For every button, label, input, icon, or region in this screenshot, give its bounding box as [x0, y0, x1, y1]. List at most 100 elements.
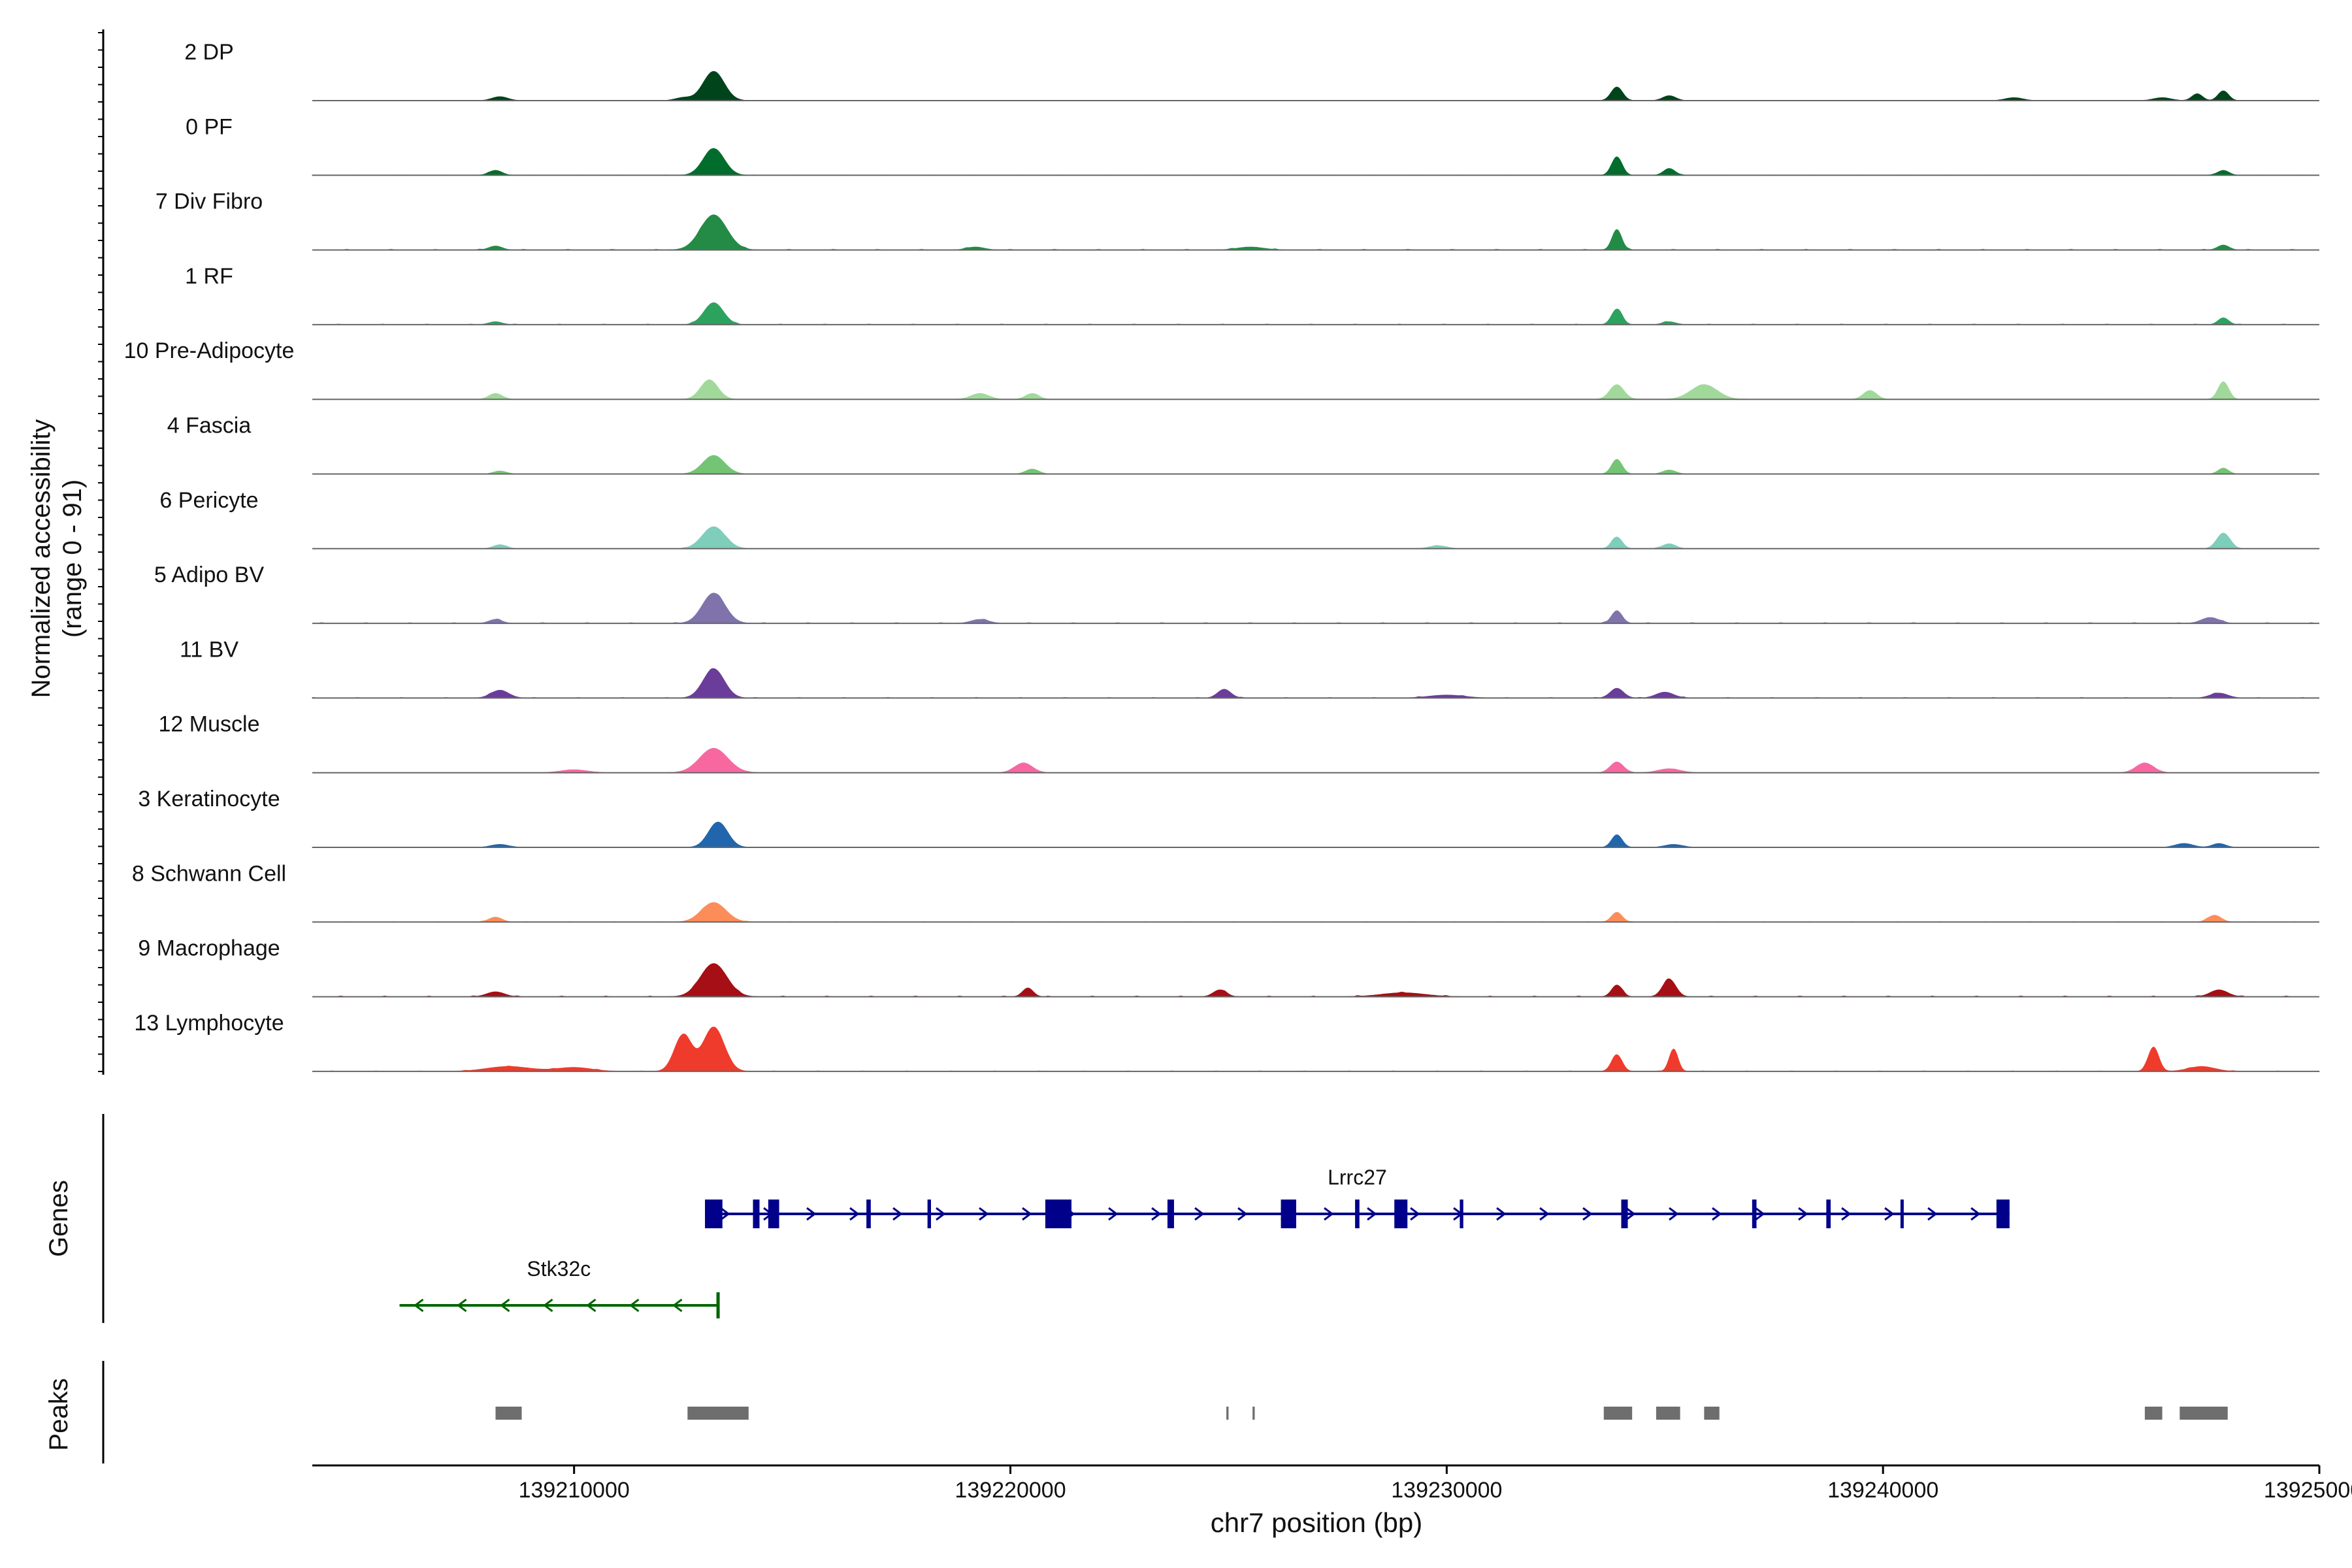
gene-stk32c: Stk32c [399, 1257, 720, 1318]
strand-arrow [629, 1298, 640, 1313]
track-0-pf: 0 PF [186, 114, 2319, 176]
exon [1281, 1200, 1296, 1228]
track-1-rf: 1 RF [185, 264, 2319, 325]
strand-arrow [457, 1298, 467, 1313]
exon [1752, 1200, 1757, 1228]
peak-region [1252, 1407, 1255, 1420]
strand-arrow [1367, 1207, 1377, 1221]
peak-region [2180, 1407, 2228, 1420]
strand-arrow [1194, 1207, 1205, 1221]
strand-arrow [1496, 1207, 1507, 1221]
exon [1996, 1200, 2010, 1228]
exon [1826, 1200, 1831, 1228]
coverage-area [312, 963, 2319, 998]
peak-region [1656, 1407, 1680, 1420]
strand-arrow [1237, 1207, 1248, 1221]
strand-arrow [1625, 1207, 1636, 1221]
track-11-bv: 11 BV [180, 637, 2319, 699]
strand-arrow [672, 1298, 683, 1313]
coverage-area [312, 668, 2319, 698]
track-label: 4 Fascia [167, 414, 252, 438]
track-5-adipo-bv: 5 Adipo BV [154, 563, 2319, 625]
track-8-schwann-cell: 8 Schwann Cell [132, 861, 2319, 923]
track-7-div-fibro: 7 Div Fibro [155, 189, 2319, 251]
coverage-area [312, 71, 2319, 101]
track-label: 6 Pericyte [159, 488, 258, 513]
coverage-area [312, 455, 2319, 474]
strand-arrow [500, 1298, 510, 1313]
x-tick-label: 139210000 [519, 1478, 630, 1503]
peak-region [687, 1407, 749, 1420]
track-label: 2 DP [184, 40, 234, 65]
exon [753, 1200, 760, 1228]
coverage-area [312, 526, 2320, 549]
strand-arrow [979, 1207, 989, 1221]
x-axis-ticks: 139210000 139220000 139230000 139240000 1392… [519, 1465, 2352, 1503]
exon [1355, 1200, 1360, 1228]
exon [705, 1200, 723, 1228]
exon [1460, 1200, 1463, 1228]
x-tick-label: 139230000 [1391, 1478, 1502, 1503]
strand-arrow [1669, 1207, 1679, 1221]
track-13-lymphocyte: 13 Lymphocyte [134, 1011, 2320, 1072]
strand-arrow [1151, 1207, 1162, 1221]
peak-region [495, 1407, 522, 1420]
peak-track [495, 1407, 2228, 1420]
coverage-area [312, 593, 2319, 624]
peak-region [1226, 1407, 1229, 1420]
y-axis-label-line2: (range 0 - 91) [58, 480, 87, 638]
track-label: 12 Muscle [159, 712, 260, 737]
x-tick-label: 139220000 [955, 1478, 1066, 1503]
track-label: 7 Div Fibro [155, 189, 263, 214]
strand-arrow [1410, 1207, 1420, 1221]
track-10-pre-adipocyte: 10 Pre-Adipocyte [124, 338, 2320, 400]
track-6-pericyte: 6 Pericyte [159, 488, 2320, 549]
strand-arrow [414, 1298, 424, 1313]
coverage-area [312, 148, 2319, 176]
gene-track: Lrrc27 Stk32c [399, 1166, 2010, 1318]
exon [768, 1200, 779, 1228]
peak-region [2144, 1407, 2163, 1420]
track-3-keratinocyte: 3 Keratinocyte [138, 787, 2319, 848]
coverage-area [312, 379, 2320, 400]
x-tick-label: 139240000 [1827, 1478, 1938, 1503]
track-label: 1 RF [185, 264, 233, 289]
tracks-y-ticks [98, 32, 103, 1072]
exon [1394, 1200, 1408, 1228]
strand-arrow [1927, 1207, 1938, 1221]
strand-arrow [1841, 1207, 1852, 1221]
strand-arrow [720, 1207, 730, 1221]
coverage-area [312, 302, 2319, 325]
track-label: 10 Pre-Adipocyte [124, 338, 295, 363]
strand-arrow [892, 1207, 903, 1221]
strand-arrow [806, 1207, 817, 1221]
strand-arrow [1884, 1207, 1895, 1221]
gene-lrrc27: Lrrc27 [705, 1166, 2010, 1228]
exon [866, 1200, 871, 1228]
strand-arrow [1970, 1207, 1981, 1221]
coverage-area [312, 1026, 2320, 1072]
track-label: 13 Lymphocyte [134, 1011, 284, 1036]
track-4-fascia: 4 Fascia [167, 414, 2319, 475]
x-tick-label: 139250000 [2264, 1478, 2352, 1503]
strand-arrow [1324, 1207, 1334, 1221]
track-12-muscle: 12 Muscle [159, 712, 2319, 774]
exon [1900, 1200, 1904, 1228]
genes-panel-label: Genes [44, 1180, 73, 1257]
strand-arrow [543, 1298, 553, 1313]
peak-region [1603, 1407, 1633, 1420]
strand-arrow [1108, 1207, 1119, 1221]
gene-label: Lrrc27 [1328, 1166, 1387, 1189]
track-9-macrophage: 9 Macrophage [138, 936, 2319, 998]
track-label: 8 Schwann Cell [132, 861, 286, 886]
track-label: 5 Adipo BV [154, 563, 265, 587]
coverage-area [312, 821, 2319, 848]
strand-arrow [1712, 1207, 1722, 1221]
strand-arrow [586, 1298, 596, 1313]
track-label: 0 PF [186, 114, 233, 139]
track-2-dp: 2 DP [184, 40, 2319, 101]
exon [1045, 1200, 1072, 1228]
accessibility-tracks: 2 DP 0 PF 7 Div Fibro 1 RF 10 Pre-Adipocyte 4… [124, 40, 2320, 1072]
strand-arrow [1022, 1207, 1032, 1221]
